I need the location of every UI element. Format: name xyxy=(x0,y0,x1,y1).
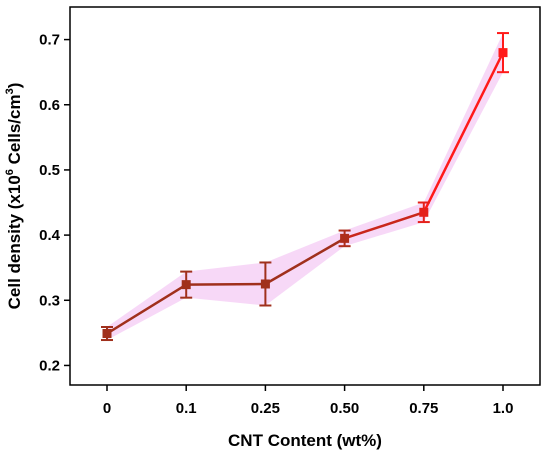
y-axis-title: Cell density (x106 Cells/cm3) xyxy=(4,83,24,310)
data-point xyxy=(419,207,429,217)
data-point xyxy=(498,48,508,58)
series-line-layer xyxy=(105,51,505,335)
data-point xyxy=(181,280,191,290)
y-tick-label: 0.4 xyxy=(39,227,61,244)
series-segment xyxy=(105,283,188,335)
y-tick-label: 0.5 xyxy=(39,162,60,179)
y-axis-title-sup1: 6 xyxy=(4,169,16,175)
y-axis-title-middle: Cells/cm xyxy=(5,94,24,169)
plot-frame xyxy=(69,6,541,386)
x-tick-label: 0.75 xyxy=(409,400,438,417)
y-tick-label: 0.3 xyxy=(39,292,60,309)
data-point xyxy=(340,233,350,243)
y-axis: 0.2 0.3 0.4 0.5 0.6 0.7 xyxy=(39,32,70,374)
y-tick-label: 0.6 xyxy=(39,97,60,114)
error-shade-layer xyxy=(107,33,503,341)
data-point xyxy=(102,329,112,339)
data-point xyxy=(260,279,270,289)
x-tick-label: 0.25 xyxy=(251,400,280,417)
x-tick-label: 1.0 xyxy=(493,400,514,417)
marker-layer xyxy=(102,48,508,339)
y-axis-title-prefix: Cell density (x10 xyxy=(5,175,24,309)
series-segment xyxy=(184,282,267,286)
series-segment xyxy=(422,51,505,214)
x-tick-label: 0.50 xyxy=(330,400,359,417)
x-tick-label: 0 xyxy=(103,400,111,417)
y-tick-label: 0.2 xyxy=(39,357,60,374)
series-segment xyxy=(264,237,346,286)
y-axis-title-suffix: ) xyxy=(5,83,24,89)
series-segment xyxy=(343,211,426,240)
x-tick-label: 0.1 xyxy=(176,400,197,417)
y-axis-title-sup2: 3 xyxy=(4,88,16,94)
x-axis-title: CNT Content (wt%) xyxy=(228,431,382,450)
x-axis: 0 0.1 0.25 0.50 0.75 1.0 xyxy=(103,385,514,417)
error-band xyxy=(107,33,503,341)
y-tick-label: 0.7 xyxy=(39,32,60,49)
